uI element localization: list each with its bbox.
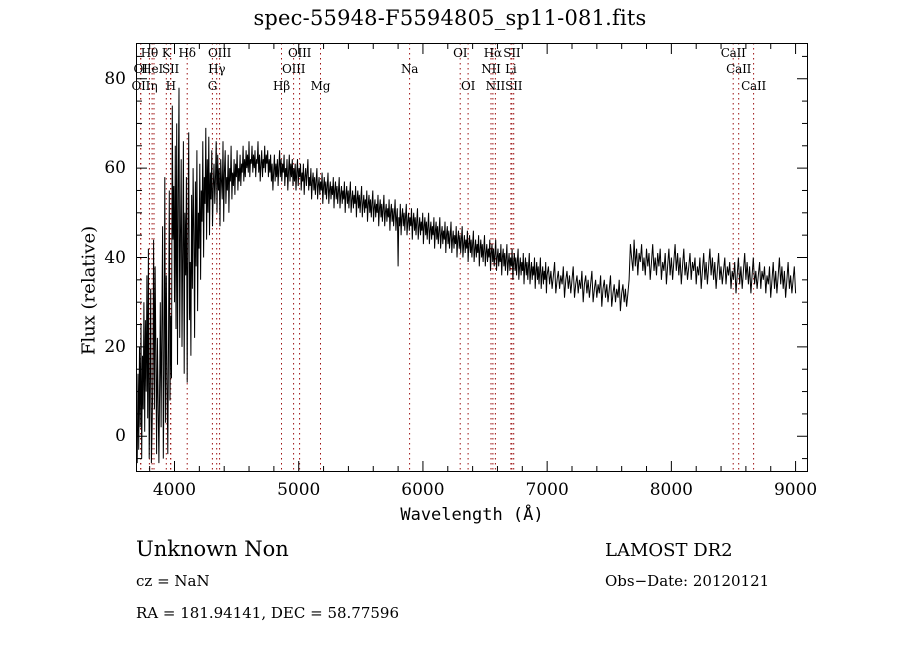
y-tick-label: 40 [104, 247, 126, 268]
line-label-NII: NII [485, 79, 506, 93]
line-label-SII: SII [505, 79, 523, 93]
line-label-OI: OI [133, 62, 148, 76]
y-tick-label: 0 [115, 426, 126, 447]
line-label-HeI: HeI [141, 62, 163, 76]
line-label-OI: OI [453, 46, 468, 60]
line-label-H: Hβ [272, 79, 290, 93]
line-label-OIII: OIII [281, 62, 306, 76]
line-label-K: K [161, 46, 171, 60]
x-tick-label: 9000 [773, 480, 818, 500]
emission-line-markers [140, 43, 755, 472]
line-label-H: Hθ [140, 46, 159, 60]
line-label-SII: SII [503, 46, 521, 60]
coordinates-text: RA = 181.94141, DEC = 58.77596 [136, 604, 400, 622]
line-label-SII: SII [161, 62, 180, 76]
line-label-OIII: OIII [207, 46, 232, 60]
object-class-text: Unknown Non [136, 537, 289, 561]
x-tick-label: 4000 [152, 480, 197, 500]
x-axis-label: Wavelength (Å) [400, 505, 544, 525]
line-label-CaII: CaII [741, 79, 767, 93]
line-label-OI: OI [461, 79, 476, 93]
axis-ticks [136, 43, 808, 472]
redshift-text: cz = NaN [136, 572, 210, 590]
line-label-H: H [165, 79, 176, 93]
y-tick-label: 80 [104, 68, 126, 89]
line-label-OIII: OIII [287, 46, 312, 60]
x-tick-label: 6000 [401, 480, 445, 500]
x-tick-label: 5000 [277, 480, 321, 500]
line-label-CaII: CaII [720, 46, 746, 60]
line-label-CaII: CaII [726, 62, 752, 76]
y-tick-label: 60 [104, 158, 126, 179]
line-label-: η [150, 79, 158, 93]
y-axis-label-wrap: Flux (relative) [44, 130, 100, 380]
x-tick-label: 7000 [525, 480, 569, 500]
line-label-H: Hδ [178, 46, 197, 60]
page-title: spec-55948-F5594805_sp11-081.fits [253, 6, 647, 30]
x-tick-label: 8000 [649, 480, 693, 500]
y-tick-label: 20 [104, 336, 126, 357]
line-label-OII: OII [131, 79, 151, 93]
line-label-Li: Li [505, 62, 517, 76]
line-label-NII: NII [481, 62, 501, 76]
spectrum-chart [136, 43, 808, 472]
line-label-G: G [207, 79, 218, 93]
obs-date-text: Obs−Date: 20120121 [605, 572, 770, 590]
line-label-Mg: Mg [310, 79, 331, 93]
line-label-H: Hγ [208, 62, 226, 76]
line-label-Na: Na [401, 62, 419, 76]
y-axis-label: Flux (relative) [78, 225, 100, 356]
line-label-H: Hα [483, 46, 502, 60]
survey-name-text: LAMOST DR2 [605, 540, 733, 561]
spectrum-svg [136, 43, 808, 472]
flux-trace [136, 87, 797, 464]
